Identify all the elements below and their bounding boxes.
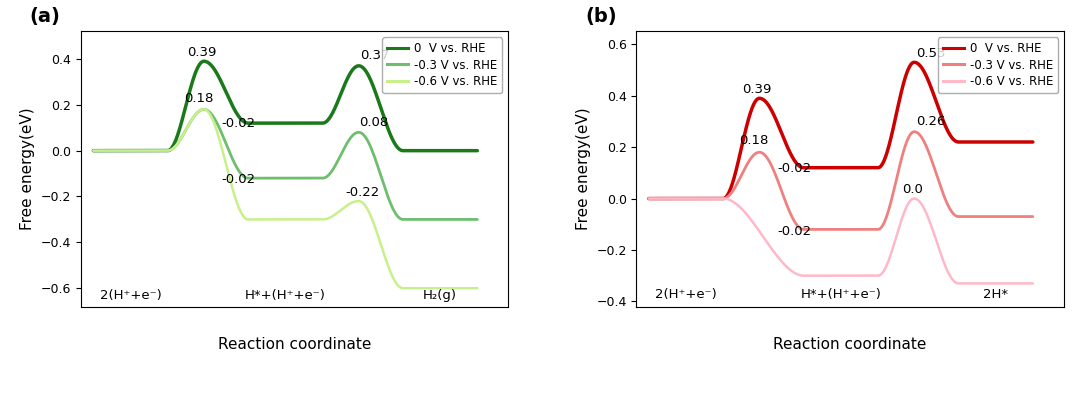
X-axis label: Reaction coordinate: Reaction coordinate [773, 337, 927, 352]
Legend: 0  V vs. RHE, -0.3 V vs. RHE, -0.6 V vs. RHE: 0 V vs. RHE, -0.3 V vs. RHE, -0.6 V vs. … [937, 37, 1058, 93]
Text: 2H*: 2H* [983, 288, 1009, 301]
Legend: 0  V vs. RHE, -0.3 V vs. RHE, -0.6 V vs. RHE: 0 V vs. RHE, -0.3 V vs. RHE, -0.6 V vs. … [382, 37, 502, 93]
Text: -0.02: -0.02 [221, 173, 256, 186]
Text: (a): (a) [30, 7, 60, 26]
Text: -0.02: -0.02 [221, 117, 256, 130]
Text: 0.39: 0.39 [187, 46, 216, 59]
Text: H*+(H⁺+e⁻): H*+(H⁺+e⁻) [245, 289, 326, 302]
Y-axis label: Free energy(eV): Free energy(eV) [576, 108, 591, 230]
Text: -0.02: -0.02 [778, 162, 811, 175]
Text: 0.0: 0.0 [902, 183, 922, 196]
Text: 0.18: 0.18 [740, 134, 769, 147]
Text: 0.53: 0.53 [916, 47, 945, 60]
Text: 0.39: 0.39 [743, 83, 772, 96]
Text: 2(H⁺+e⁻): 2(H⁺+e⁻) [656, 288, 717, 301]
Text: 0.37: 0.37 [361, 50, 390, 62]
Text: 0.18: 0.18 [184, 92, 214, 105]
Y-axis label: Free energy(eV): Free energy(eV) [21, 108, 36, 230]
Text: H₂(g): H₂(g) [423, 289, 457, 302]
X-axis label: Reaction coordinate: Reaction coordinate [218, 337, 372, 352]
Text: (b): (b) [585, 7, 617, 26]
Text: H*+(H⁺+e⁻): H*+(H⁺+e⁻) [800, 288, 881, 301]
Text: -0.02: -0.02 [778, 226, 811, 239]
Text: -0.22: -0.22 [346, 186, 380, 199]
Text: 2(H⁺+e⁻): 2(H⁺+e⁻) [99, 289, 161, 302]
Text: 0.08: 0.08 [359, 116, 388, 129]
Text: 0.26: 0.26 [916, 115, 945, 128]
